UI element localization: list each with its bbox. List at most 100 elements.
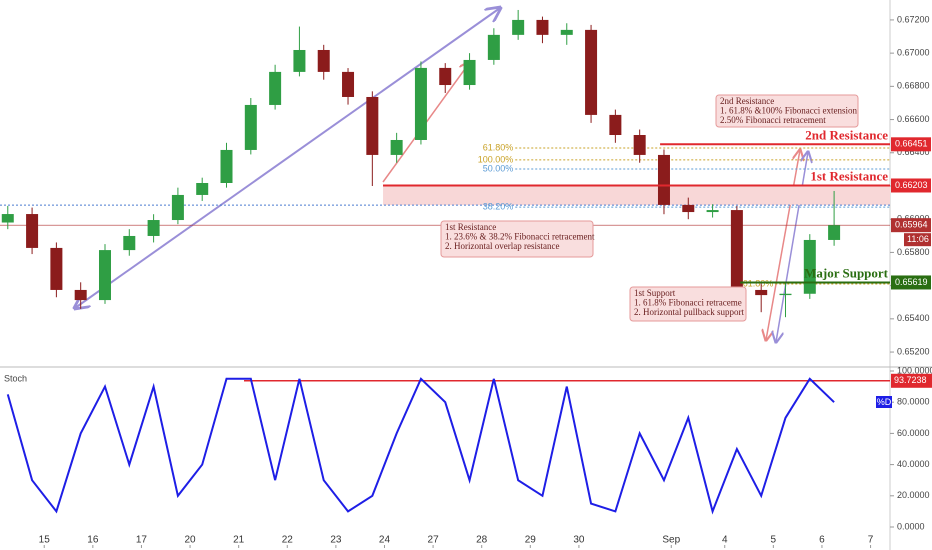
candle-body	[317, 49, 330, 72]
x-tick-label: 17	[136, 535, 148, 546]
stoch-badge-label: 93.7238	[894, 375, 927, 385]
fib-label: 61.80%	[483, 142, 514, 152]
x-tick-label: 27	[428, 535, 440, 546]
candle-body	[98, 250, 111, 301]
callout-text: 1st Support	[634, 288, 676, 298]
candle-body	[657, 154, 670, 205]
candle-body	[828, 225, 841, 240]
candle-body	[755, 289, 768, 296]
level-label: 2nd Resistance	[805, 127, 888, 142]
y-tick-label: 40.0000	[897, 459, 930, 469]
candle-body	[730, 210, 743, 290]
callout-text: 2. Horizontal overlap resistance	[445, 241, 559, 251]
candle-body	[585, 29, 598, 115]
callout-text: 1. 23.6% & 38.2% Fibonacci retracement	[445, 232, 595, 242]
candle-body	[171, 194, 184, 221]
callout-text: 2. Horizontal pullback support	[634, 307, 744, 317]
candle-body	[74, 289, 87, 301]
x-tick-label: Sep	[662, 535, 680, 546]
candle-body	[536, 19, 549, 35]
x-tick-label: 5	[771, 535, 777, 546]
legend-badge	[876, 396, 892, 408]
candle-body	[123, 235, 136, 251]
candle-body	[269, 71, 282, 105]
x-tick-label: 20	[184, 535, 196, 546]
y-tick-label: 20.0000	[897, 490, 930, 500]
callout-box	[440, 220, 594, 258]
y-tick-label: 80.0000	[897, 397, 930, 407]
candle-body	[682, 204, 695, 213]
fib-label: 100.00%	[478, 154, 514, 164]
panel-title: Stoch	[4, 373, 27, 383]
callout-box	[715, 94, 859, 128]
x-tick-label: 23	[330, 535, 342, 546]
stoch-badge	[891, 373, 932, 388]
y-tick-label: 0.66800	[897, 81, 930, 91]
candle-body	[366, 96, 379, 155]
x-tick-label: 28	[476, 535, 488, 546]
price-badge-label: 0.66451	[895, 139, 928, 149]
candle-body	[196, 182, 209, 195]
resistance-zone	[383, 185, 890, 206]
y-tick-label: 0.65400	[897, 313, 930, 323]
candle-body	[487, 34, 500, 60]
fib-label: 38.20%	[483, 201, 514, 211]
candle-body	[26, 214, 39, 248]
y-tick-label: 0.66600	[897, 114, 930, 124]
candle-body	[244, 104, 257, 150]
countdown-badge	[904, 233, 931, 247]
y-tick-label: 0.65200	[897, 346, 930, 356]
price-badge	[891, 178, 931, 193]
candle-body	[414, 67, 427, 140]
callout-text: 1. 61.8% &100% Fibonacci extension	[720, 106, 857, 116]
candle-body	[803, 239, 816, 294]
x-tick-label: 4	[722, 535, 728, 546]
callout-text: 2.50% Fibonacci retracement	[720, 115, 826, 125]
candle-body	[147, 220, 160, 236]
legend-label: %D	[877, 397, 892, 407]
y-tick-label: 60.0000	[897, 428, 930, 438]
candle-body	[439, 67, 452, 86]
x-tick-label: 24	[379, 535, 391, 546]
arrow	[75, 8, 500, 308]
price-badge-label: 0.65964	[895, 220, 928, 230]
x-tick-label: 30	[573, 535, 585, 546]
candle-body	[706, 210, 719, 213]
x-tick-label: 16	[87, 535, 99, 546]
price-badge-label: 0.65619	[895, 277, 928, 287]
y-tick-label: 0.67000	[897, 48, 930, 58]
fib-label: 50.00%	[483, 163, 514, 173]
candle-body	[50, 247, 63, 290]
level-label: Major Support	[804, 265, 889, 280]
callout-box	[629, 286, 747, 322]
candle-body	[1, 214, 14, 223]
price-badge	[891, 218, 931, 233]
price-badge	[891, 275, 931, 290]
y-tick-label: 0.65800	[897, 247, 930, 257]
x-tick-label: 22	[282, 535, 294, 546]
candle-body	[390, 139, 403, 155]
x-tick-label: 7	[868, 535, 874, 546]
candle-body	[633, 135, 646, 155]
y-tick-label: 0.0000	[897, 521, 925, 531]
callout-text: 2nd Resistance	[720, 96, 774, 106]
countdown: 11:06	[907, 234, 929, 244]
callout-text: 1st Resistance	[445, 222, 496, 232]
x-tick-label: 6	[819, 535, 825, 546]
candle-body	[779, 293, 792, 296]
candle-body	[560, 29, 573, 35]
candle-body	[512, 19, 525, 35]
callout-text: 1. 61.8% Fibonacci retraceme	[634, 298, 742, 308]
candle-body	[220, 149, 233, 183]
x-tick-label: 29	[525, 535, 537, 546]
candle-body	[463, 59, 476, 86]
candle-body	[342, 71, 355, 97]
price-badge-label: 0.66203	[895, 180, 928, 190]
y-tick-label: 0.66400	[897, 147, 930, 157]
stoch-line	[6, 377, 835, 515]
x-tick-label: 15	[39, 535, 51, 546]
arrow	[776, 152, 808, 342]
x-tick-label: 21	[233, 535, 245, 546]
y-tick-label: 0.67200	[897, 14, 930, 24]
